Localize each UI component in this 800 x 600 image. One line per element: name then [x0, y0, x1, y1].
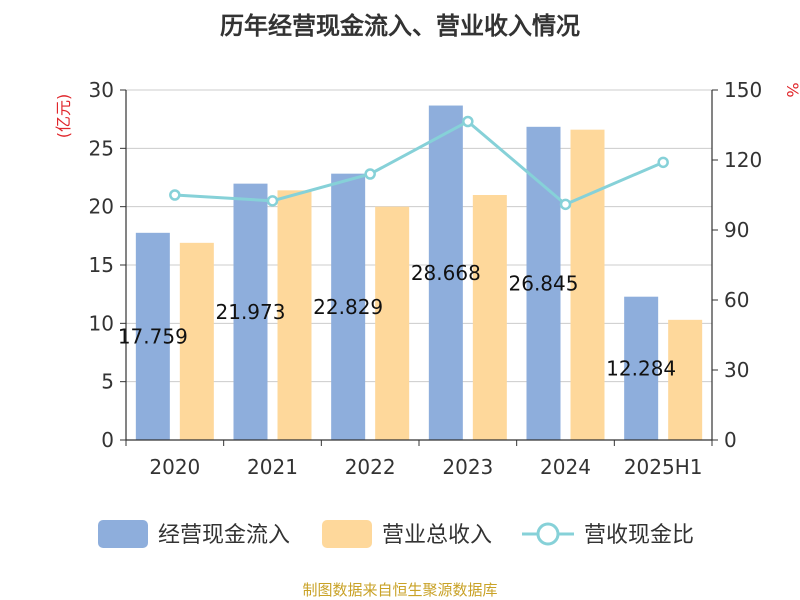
series-line [174, 119, 664, 207]
y-right-tick-label: 0 [724, 428, 737, 452]
y-right-tick-label: 90 [724, 218, 749, 242]
bar [331, 173, 366, 440]
bar [570, 129, 605, 440]
y-left-tick-label: 15 [89, 253, 114, 277]
line-point [169, 189, 181, 201]
legend-swatch [98, 520, 148, 548]
chart-title: 历年经营现金流入、营业收入情况 [220, 12, 580, 40]
y-right-tick-label: 120 [724, 148, 762, 172]
data-label: 17.759 [118, 324, 188, 348]
bar [277, 190, 312, 440]
line-point [462, 115, 474, 128]
x-tick-label: 2024 [540, 455, 591, 479]
y-right-axis-label: % [783, 82, 800, 97]
x-tick-label: 2023 [442, 455, 493, 479]
ratio-line [169, 115, 669, 211]
line-point [266, 195, 279, 207]
y-right-tick-label: 60 [724, 288, 749, 312]
grid-lines [126, 89, 712, 383]
data-label: 28.668 [411, 261, 481, 285]
line-point [559, 198, 572, 211]
tick-labels: 0 5 10 15 20 25 30 0 30 60 90 120 150 2020 2021 2022 202… [89, 78, 763, 479]
y-right-tick-label: 30 [724, 358, 749, 382]
bar [526, 126, 561, 440]
bar [668, 319, 703, 440]
bar [624, 296, 659, 440]
legend-label: 营收现金比 [584, 523, 694, 548]
y-right-tick-label: 150 [724, 78, 762, 102]
x-tick-label: 2020 [149, 455, 200, 479]
data-label: 12.284 [606, 356, 676, 380]
bar [375, 206, 410, 440]
bar [428, 105, 463, 440]
data-label: 21.973 [216, 300, 286, 324]
y-left-tick-label: 25 [89, 136, 114, 160]
bar [233, 183, 268, 441]
line-point [657, 156, 669, 169]
data-label: 22.829 [313, 295, 383, 319]
line-point [364, 168, 376, 180]
y-left-tick-label: 20 [89, 195, 114, 219]
x-tick-label: 2022 [345, 455, 396, 479]
y-left-tick-label: 30 [89, 78, 114, 102]
data-label: 26.845 [509, 271, 579, 295]
legend-swatch-marker [536, 522, 560, 546]
y-left-axis-label: (亿元) [54, 94, 73, 139]
bar [179, 242, 214, 440]
legend-label: 经营现金流入 [158, 523, 290, 548]
legend-swatch [322, 520, 372, 548]
source-note: 制图数据来自恒生聚源数据库 [302, 581, 497, 599]
bars [135, 105, 703, 441]
x-tick-label: 2025H1 [624, 455, 703, 479]
bar [135, 232, 170, 440]
bar [472, 195, 507, 440]
y-left-tick-label: 0 [101, 428, 114, 452]
axes [120, 89, 718, 446]
legend-label: 营业总收入 [382, 523, 492, 548]
y-left-tick-label: 5 [101, 370, 114, 394]
data-labels: 17.759 21.973 22.829 28.668 26.845 12.284 [118, 261, 676, 381]
legend: 经营现金流入 营业总收入 营收现金比 [98, 520, 694, 548]
x-tick-label: 2021 [247, 455, 298, 479]
y-left-tick-label: 10 [89, 311, 114, 335]
